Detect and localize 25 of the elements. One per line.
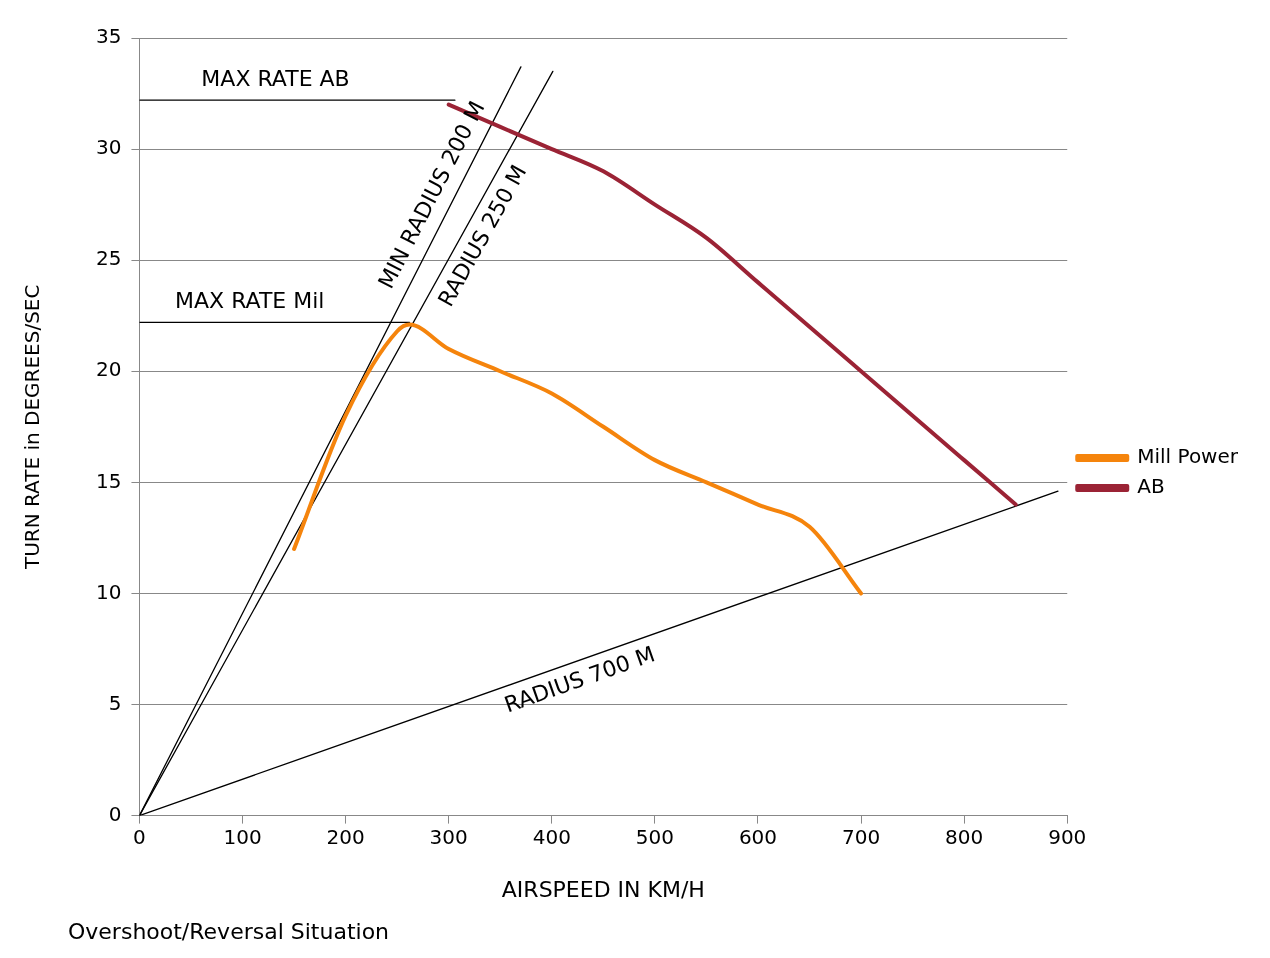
legend-label: Mill Power xyxy=(1137,444,1239,469)
annotation: MAX RATE AB xyxy=(201,65,350,91)
x-tick-label: 400 xyxy=(532,824,571,849)
x-tick-label: 100 xyxy=(223,824,262,849)
x-tick-label: 800 xyxy=(945,824,984,849)
y-tick-label: 20 xyxy=(96,357,122,382)
y-tick-label: 30 xyxy=(96,135,122,160)
y-tick-label: 35 xyxy=(96,24,122,49)
x-axis-title: AIRSPEED IN KM/H xyxy=(501,876,705,902)
y-tick-label: 5 xyxy=(108,690,122,715)
text: Overshoot/Reversal Situation xyxy=(68,918,390,944)
x-tick-label: 600 xyxy=(738,824,778,849)
legend-label: AB xyxy=(1137,474,1165,499)
y-tick-label: 10 xyxy=(96,579,122,604)
x-tick-label: 300 xyxy=(429,824,468,849)
x-tick-label: 0 xyxy=(133,824,146,849)
x-tick-label: 500 xyxy=(635,824,674,849)
y-tick-label: 25 xyxy=(96,246,122,271)
x-tick-label: 200 xyxy=(326,824,365,849)
y-tick-label: 15 xyxy=(96,468,122,493)
y-axis-title: TURN RATE in DEGREES/SEC xyxy=(20,284,45,571)
y-tick-label: 0 xyxy=(108,801,122,826)
annotation: MAX RATE Mil xyxy=(175,288,325,314)
x-tick-label: 900 xyxy=(1048,824,1087,849)
x-tick-label: 700 xyxy=(841,824,881,849)
